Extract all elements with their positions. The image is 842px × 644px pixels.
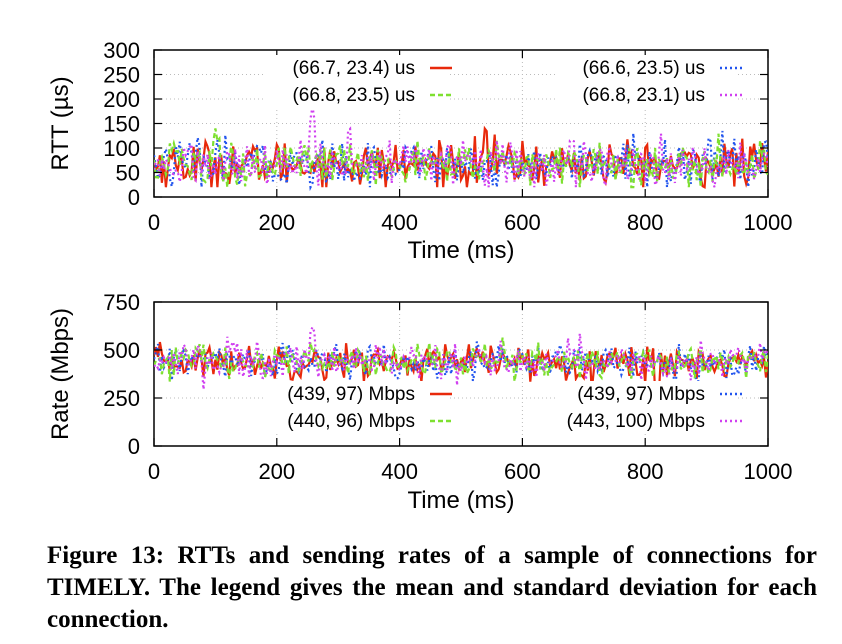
- legend-bg: [265, 55, 447, 81]
- x-tick-label: 800: [627, 459, 664, 484]
- x-tick-label: 600: [504, 459, 541, 484]
- legend-entry-label: (439, 97) Mbps: [287, 384, 415, 405]
- legend-entry-label: (66.8, 23.5) us: [292, 85, 415, 106]
- rate-x-axis-label: Time (ms): [407, 487, 514, 514]
- rate-series-group: [154, 324, 768, 394]
- y-tick-label: 0: [128, 434, 140, 459]
- rtt-y-axis-label: RTT (µs): [47, 76, 74, 170]
- legend-entry-label: (440, 96) Mbps: [287, 411, 415, 432]
- y-tick-label: 50: [116, 161, 140, 186]
- y-tick-label: 500: [103, 338, 140, 363]
- x-tick-label: 200: [258, 459, 295, 484]
- legend-bg: [265, 82, 447, 108]
- rate-x-ticks: 0 200 400 600 800 1000: [148, 302, 793, 484]
- legend-bg: [265, 381, 447, 407]
- x-tick-label: 200: [258, 210, 295, 235]
- y-tick-label: 300: [103, 38, 140, 63]
- rate-y-axis-label: Rate (Mbps): [47, 308, 74, 440]
- series-line-3: [154, 324, 768, 390]
- legend-entry-label: (66.8, 23.1) us: [582, 85, 705, 106]
- legend-entry-label: (439, 97) Mbps: [577, 384, 705, 405]
- y-tick-label: 0: [128, 185, 140, 210]
- rate-plot-frame: [153, 301, 769, 447]
- x-tick-label: 800: [627, 210, 664, 235]
- x-tick-label: 1000: [744, 459, 793, 484]
- x-tick-label: 1000: [744, 210, 793, 235]
- y-tick-label: 250: [103, 386, 140, 411]
- rtt-legend: (66.7, 23.4) us (66.6, 23.5) us (66.8, 23.…: [265, 55, 742, 108]
- rtt-x-axis-label: Time (ms): [407, 237, 514, 264]
- y-tick-label: 250: [103, 63, 140, 88]
- legend-entry-label: (443, 100) Mbps: [567, 411, 705, 432]
- legend-entry-label: (66.6, 23.5) us: [582, 58, 705, 79]
- y-tick-label: 200: [103, 87, 140, 112]
- x-tick-label: 0: [148, 210, 160, 235]
- y-tick-label: 100: [103, 136, 140, 161]
- x-tick-label: 400: [381, 459, 418, 484]
- x-tick-label: 0: [148, 459, 160, 484]
- x-tick-label: 600: [504, 210, 541, 235]
- figure-caption: Figure 13: RTTs and sending rates of a s…: [47, 542, 817, 633]
- legend-bg: [555, 381, 737, 407]
- x-tick-label: 400: [381, 210, 418, 235]
- legend-bg: [265, 408, 447, 434]
- rtt-x-ticks: 0 200 400 600 800 1000: [148, 50, 793, 235]
- rate-legend: (439, 97) Mbps (439, 97) Mbps (440, 96) Mb…: [265, 381, 742, 434]
- legend-bg: [555, 55, 737, 81]
- rtt-series-group: [154, 106, 768, 192]
- y-tick-label: 750: [103, 290, 140, 315]
- rate-y-ticks: 0 250 500 750: [103, 290, 768, 459]
- legend-entry-label: (66.7, 23.4) us: [292, 58, 415, 79]
- legend-bg: [555, 408, 737, 434]
- legend-bg: [555, 82, 737, 108]
- rate-chart: 0 250 500 750 0 200 400 600 800 1000 (439, 97) M…: [47, 290, 792, 514]
- series-line-2: [154, 128, 768, 189]
- y-tick-label: 150: [103, 112, 140, 137]
